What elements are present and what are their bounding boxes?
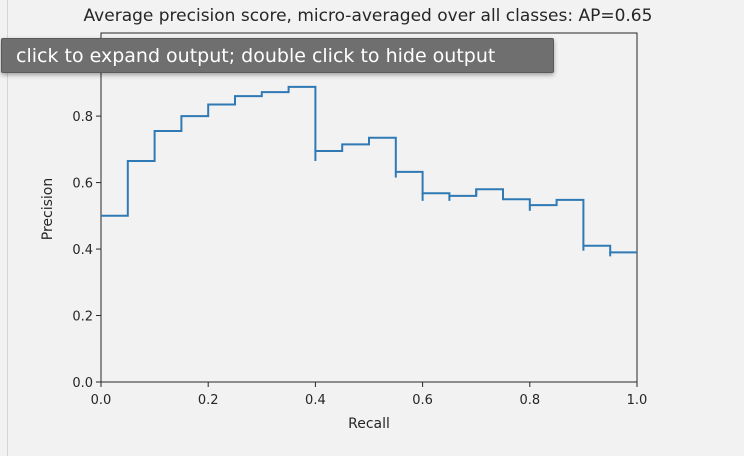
chart-title: Average precision score, micro-averaged … — [84, 6, 653, 26]
x-axis: 0.0 0.2 0.4 0.6 0.8 1.0 — [91, 382, 648, 408]
expand-output-tooltip[interactable]: click to expand output; double click to … — [1, 38, 554, 73]
y-tick-label: 0.6 — [72, 177, 93, 192]
x-axis-label: Recall — [348, 416, 390, 432]
x-tick-label: 1.0 — [627, 393, 648, 408]
y-axis-label: Precision — [40, 178, 56, 240]
y-tick-label: 0.4 — [72, 243, 93, 258]
output-gutter — [0, 0, 20, 456]
y-tick-label: 0.2 — [72, 310, 93, 325]
precision-recall-curve — [101, 85, 637, 254]
x-tick-label: 0.4 — [305, 393, 326, 408]
y-tick-label: 0.0 — [72, 376, 93, 391]
y-axis: 0.0 0.2 0.4 0.6 0.8 — [72, 110, 101, 391]
x-tick-label: 0.6 — [412, 393, 433, 408]
gutter-divider — [7, 0, 8, 456]
x-tick-label: 0.0 — [91, 393, 112, 408]
y-tick-label: 0.8 — [72, 110, 93, 125]
x-tick-label: 0.8 — [519, 393, 540, 408]
x-tick-label: 0.2 — [198, 393, 219, 408]
series-group — [101, 85, 637, 257]
plot-frame — [100, 32, 638, 383]
